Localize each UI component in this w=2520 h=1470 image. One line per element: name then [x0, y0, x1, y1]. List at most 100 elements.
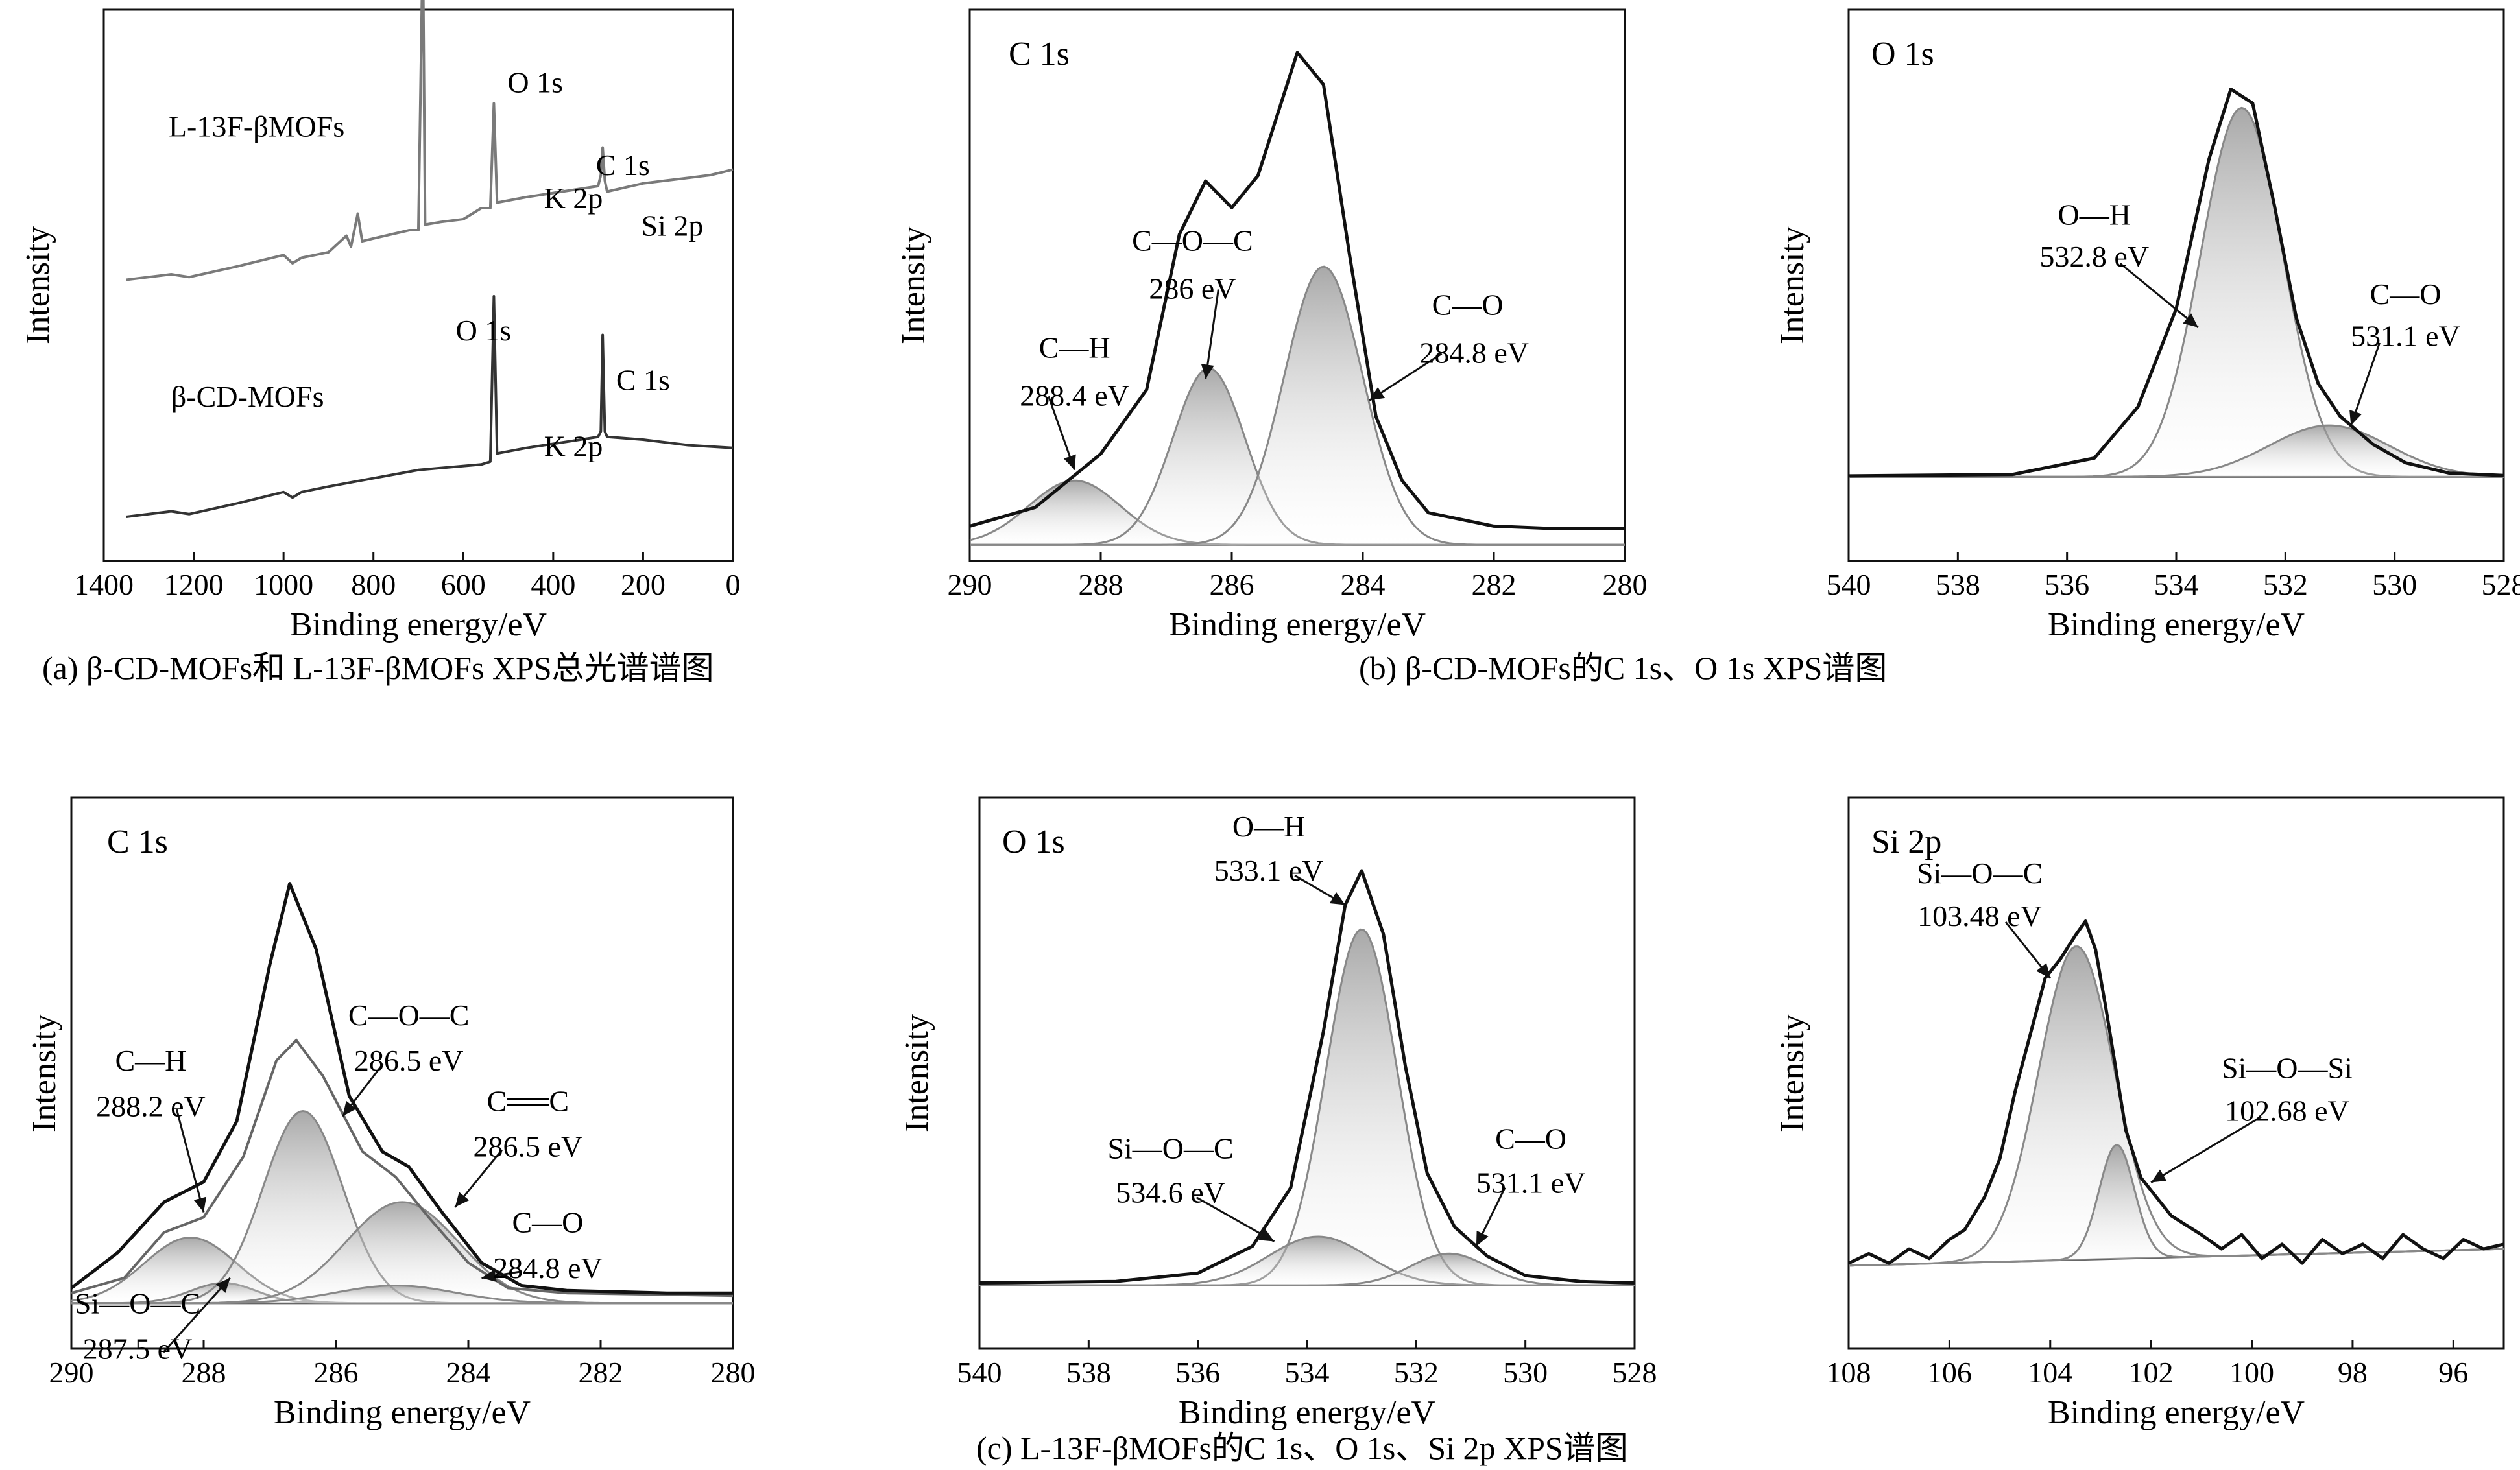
caption-a: (a) β-CD-MOFs和 L-13F-βMOFs XPS总光谱谱图 — [42, 650, 714, 686]
x-tick-label: 600 — [441, 568, 486, 601]
peak-label: C—H — [115, 1044, 186, 1077]
annotation-arrow — [1369, 353, 1443, 401]
chart-c1: 290 288 286 284 282 280 Binding energy/eV Inten… — [26, 796, 756, 1431]
peak-label: C—O — [2370, 278, 2442, 311]
peak-label: Si—O—C — [1107, 1132, 1233, 1165]
chart-c3: 108 106 104 102 100 98 96 Binding energy/eV Inte… — [1774, 796, 2505, 1431]
chart-c2: 540 538 536 534 532 530 528 Binding energy/eV In… — [898, 796, 1657, 1431]
x-axis-title: Binding energy/eV — [2048, 606, 2305, 643]
x-tick-label: 540 — [957, 1356, 1002, 1389]
component-fill — [71, 1202, 733, 1303]
component-peak — [1848, 1143, 2504, 1267]
arrow-head — [342, 1100, 357, 1117]
plot-frame — [70, 796, 734, 1350]
peak-label: 531.1 eV — [2351, 320, 2460, 353]
plot-frame — [102, 8, 734, 562]
peak-label: F 1s — [398, 0, 448, 5]
y-axis-title: Intensity — [1774, 1014, 1811, 1132]
x-tick-label: 108 — [1827, 1356, 1871, 1389]
x-tick-label: 98 — [2338, 1356, 2368, 1389]
x-tick-label: 102 — [2129, 1356, 2174, 1389]
series-line-l13f — [126, 0, 734, 281]
x-tick-label: 284 — [1341, 568, 1386, 601]
peak-label: C—O—C — [348, 999, 470, 1032]
x-tick-label: 288 — [182, 1356, 226, 1389]
series-line-bcd — [126, 295, 734, 518]
x-tick-label: 536 — [1175, 1356, 1220, 1389]
panel-title: Si 2p — [1871, 824, 1941, 860]
x-tick-label: 534 — [2154, 568, 2199, 601]
peak-label: 288.2 eV — [96, 1089, 206, 1122]
component-peak — [1849, 424, 2504, 478]
y-axis-title: Intensity — [895, 226, 932, 344]
x-tick-label: 280 — [711, 1356, 756, 1389]
caption-c: (c) L-13F-βMOFs的C 1s、O 1s、Si 2p XPS谱图 — [976, 1430, 1628, 1466]
arrow-head — [455, 1192, 470, 1207]
plot-frame — [1847, 796, 2505, 1350]
peak-label: 532.8 eV — [2039, 240, 2149, 273]
arrow-head — [1476, 1230, 1489, 1247]
peak-label: 287.5 eV — [83, 1333, 193, 1366]
y-axis-title: Intensity — [1774, 226, 1811, 344]
peak-label: C—H — [1039, 331, 1110, 364]
peak-label: L-13F-βMOFs — [169, 110, 344, 143]
x-tick-label: 282 — [1472, 568, 1517, 601]
peak-label: C—O—C — [1132, 224, 1253, 257]
component-fill — [979, 929, 1635, 1286]
peak-label: O—H — [2058, 198, 2131, 231]
caption-b: (b) β-CD-MOFs的C 1s、O 1s XPS谱图 — [1359, 650, 1887, 686]
peak-label: 284.8 eV — [493, 1251, 603, 1285]
x-tick-label: 290 — [49, 1356, 94, 1389]
x-tick-label: 530 — [2372, 568, 2417, 601]
peak-label: 533.1 eV — [1214, 854, 1324, 887]
peak-label: C══C — [487, 1084, 570, 1117]
peak-label: K 2p — [544, 182, 603, 215]
x-tick-label: 1200 — [164, 568, 224, 601]
x-tick-label: 0 — [726, 568, 741, 601]
peak-label: 102.68 eV — [2225, 1094, 2349, 1127]
arrow-head — [1063, 454, 1076, 470]
envelope-line — [70, 882, 733, 1295]
peak-label: C—O — [1495, 1122, 1566, 1156]
arrow-head — [2151, 1169, 2167, 1183]
peak-label: 286 eV — [1149, 272, 1236, 305]
x-tick-label: 536 — [2045, 568, 2089, 601]
panel-title: O 1s — [1002, 824, 1065, 860]
peak-label: 103.48 eV — [1917, 899, 2042, 932]
x-tick-label: 284 — [446, 1356, 491, 1389]
peak-label: 286.5 eV — [354, 1044, 464, 1077]
x-tick-label: 528 — [1613, 1356, 1657, 1389]
x-axis-title: Binding energy/eV — [290, 606, 547, 643]
chart-b1: 290 288 286 284 282 280 Binding energy/eV Inten… — [895, 8, 1648, 643]
peak-label: O 1s — [456, 314, 512, 347]
x-axis-title: Binding energy/eV — [2048, 1394, 2305, 1431]
x-tick-label: 96 — [2438, 1356, 2468, 1389]
annotation-arrow — [2349, 342, 2381, 426]
arrow-head — [2349, 410, 2362, 426]
annotation-arrow — [2150, 1116, 2262, 1183]
x-tick-label: 400 — [531, 568, 575, 601]
envelope-line — [969, 51, 1625, 530]
peak-label: Si—O—Si — [2222, 1051, 2353, 1084]
arrow-head — [1201, 364, 1214, 379]
peak-label: C—O — [1432, 288, 1504, 321]
peak-label: C 1s — [616, 364, 670, 397]
peak-label: Si 2p — [642, 209, 704, 243]
component-fill — [71, 1285, 733, 1303]
panel-title: C 1s — [107, 824, 168, 860]
x-tick-label: 290 — [948, 568, 992, 601]
envelope-line — [1848, 88, 2504, 478]
x-tick-label: 538 — [1066, 1356, 1111, 1389]
peak-label: 288.4 eV — [1020, 379, 1129, 412]
y-axis-title: Intensity — [26, 1014, 63, 1132]
peak-label: C—O — [512, 1206, 583, 1239]
arrow-head — [481, 1269, 497, 1283]
x-tick-label: 530 — [1503, 1356, 1548, 1389]
panel-title: O 1s — [1871, 36, 1934, 73]
x-tick-label: 800 — [351, 568, 396, 601]
x-tick-label: 280 — [1603, 568, 1648, 601]
x-tick-label: 104 — [2028, 1356, 2072, 1389]
annotation-arrow — [2119, 263, 2199, 328]
arrow-head — [2183, 313, 2198, 327]
